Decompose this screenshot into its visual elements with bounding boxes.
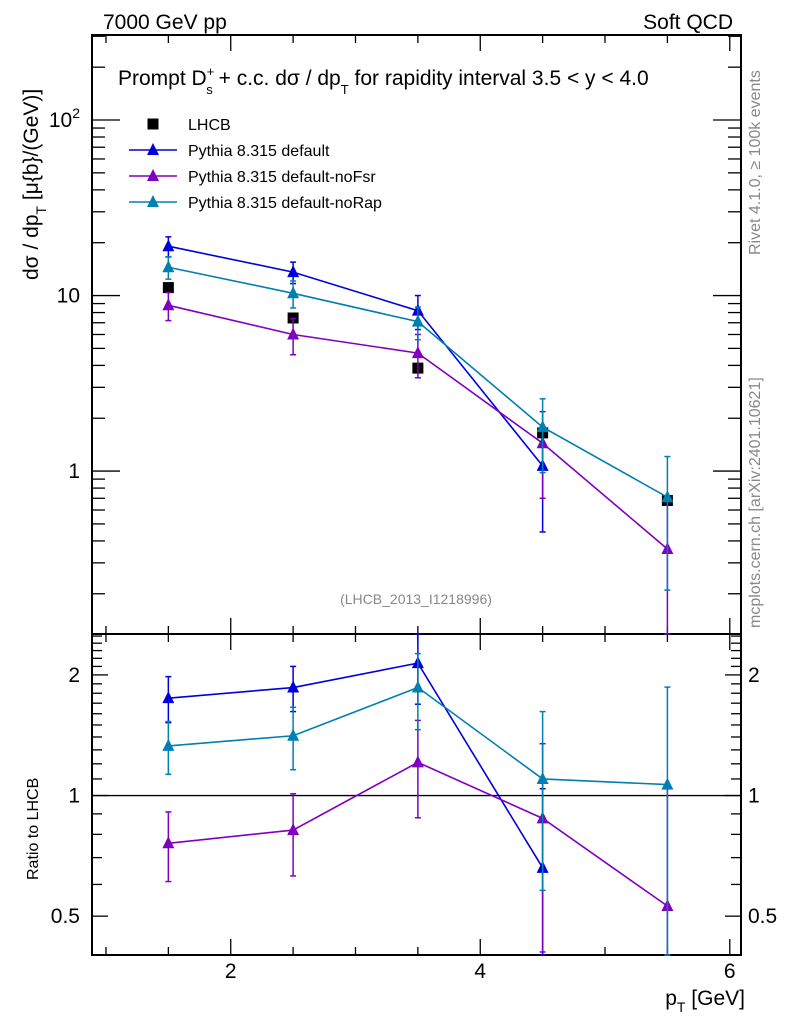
ratio-y-tick-label: 2 [68,664,80,687]
ratio-data-point [287,823,300,836]
ratio-series [162,633,674,956]
ratio-data-point [287,728,300,741]
legend-marker [147,169,159,181]
ratio-y-tick-label: 1 [68,785,80,808]
ratio-data-point [162,691,175,704]
ratio-data-point [287,680,300,693]
data-point [162,282,174,294]
ratio-data-point [162,738,175,751]
ratio-series-line [168,662,544,869]
ratio-axes: 2 4 6 2 2 1 1 0.5 0.5 [51,633,777,983]
data-point [536,420,549,433]
y-tick-label: 102 [49,105,80,132]
plot-title: Prompt D+ s + c.c. dσ / dpT for rapidity … [118,64,649,97]
legend-label: LHCB [188,117,231,134]
main-series [162,236,674,635]
analysis-id: (LHCB_2013_I1218996) [340,591,492,607]
data-point [411,346,424,359]
ratio-data-point [411,755,424,768]
ratio-y-tick-label-right: 2 [748,664,760,687]
data-point [162,260,175,273]
data-point [287,286,300,299]
mcplots-label: mcplots.cern.ch [arXiv:2401.10621] [747,377,764,628]
ratio-data-point [536,771,549,784]
legend-marker [147,118,159,130]
data-point [287,265,300,278]
x-tick-label: 2 [225,960,237,983]
data-point [162,298,175,311]
header-right: Soft QCD [643,11,733,34]
x-axis-label: pT [GeV] [665,987,745,1015]
legend-label: Pythia 8.315 default-noFsr [188,169,376,186]
legend-label: Pythia 8.315 default-noRap [188,195,382,212]
ratio-plot-frame [91,633,742,956]
rivet-version-label: Rivet 4.1.0, ≥ 100k events [747,70,764,255]
x-tick-label: 4 [474,960,486,983]
y-tick-label: 10 [57,285,80,308]
ratio-data-point [661,777,674,790]
legend: LHCB Pythia 8.315 default Pythia 8.315 def… [129,117,382,212]
legend-marker [147,195,159,207]
x-tick-label: 6 [724,960,736,983]
ratio-data-point [162,836,175,849]
series-line [168,245,544,467]
ratio-y-tick-label: 0.5 [51,905,80,928]
ratio-y-tick-label-right: 0.5 [748,905,777,928]
y-axis-label: dσ / dpT [μ{b}/(GeV)] [20,89,49,280]
legend-label: Pythia 8.315 default [188,143,330,160]
data-point [411,314,424,327]
data-point [661,490,674,503]
y-tick-label: 1 [68,460,80,483]
ratio-y-tick-label-right: 1 [748,785,760,808]
data-point [162,239,175,252]
legend-marker [147,143,159,155]
header-left: 7000 GeV pp [103,11,227,34]
ratio-data-point [411,680,424,693]
ratio-y-axis-label: Ratio to LHCB [25,778,42,880]
data-point [287,327,300,340]
